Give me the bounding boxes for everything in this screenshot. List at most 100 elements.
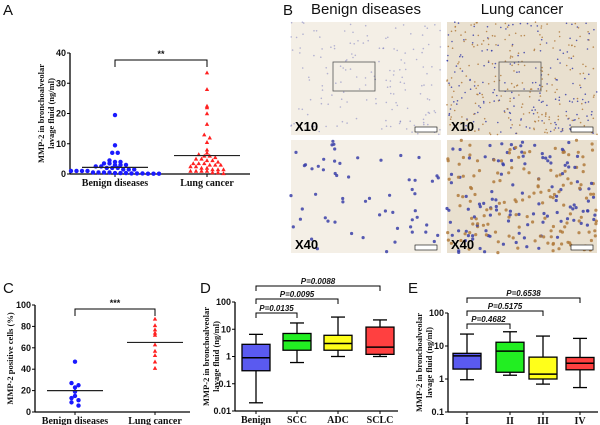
cell-nucleus bbox=[493, 89, 496, 91]
cell-nucleus bbox=[572, 55, 575, 57]
cell-nucleus bbox=[432, 239, 436, 244]
cell-nucleus bbox=[547, 188, 551, 193]
cell-nucleus bbox=[539, 95, 542, 97]
cell-nucleus bbox=[518, 94, 520, 96]
cell-nucleus bbox=[564, 93, 567, 96]
cell-nucleus bbox=[478, 105, 480, 107]
cell-nucleus bbox=[569, 181, 573, 185]
x-tick-label: SCLC bbox=[367, 415, 394, 425]
cell-nucleus bbox=[581, 98, 584, 101]
cell-nucleus bbox=[555, 174, 559, 178]
cell-nucleus bbox=[339, 106, 342, 108]
y-axis-label: MMP-2 in bronchoalveolarlavage fluid (ng… bbox=[201, 307, 221, 406]
cell-nucleus bbox=[488, 143, 492, 148]
cell-nucleus bbox=[576, 97, 579, 100]
cell-nucleus bbox=[465, 75, 468, 77]
cell-nucleus bbox=[351, 53, 353, 55]
cell-nucleus bbox=[393, 70, 395, 72]
data-point-lung-cancer bbox=[204, 70, 210, 75]
cell-nucleus bbox=[473, 85, 476, 87]
data-point-benign bbox=[118, 170, 123, 176]
cell-nucleus bbox=[576, 26, 579, 28]
magnification-label: X40 bbox=[295, 237, 318, 252]
panel-label-b: B bbox=[283, 2, 293, 19]
cell-nucleus bbox=[511, 236, 515, 240]
cell-nucleus bbox=[531, 82, 534, 84]
cell-nucleus bbox=[468, 199, 472, 203]
cell-nucleus bbox=[593, 234, 597, 238]
cell-nucleus bbox=[575, 154, 580, 158]
cell-nucleus bbox=[463, 39, 465, 41]
data-point-benign bbox=[126, 167, 131, 172]
cell-nucleus bbox=[352, 56, 354, 59]
cell-nucleus bbox=[499, 172, 503, 176]
cell-nucleus bbox=[410, 218, 414, 222]
cell-nucleus bbox=[540, 101, 543, 103]
cell-nucleus bbox=[450, 116, 453, 118]
cell-nucleus bbox=[464, 31, 467, 33]
data-point-benign bbox=[140, 171, 145, 176]
cell-nucleus bbox=[552, 47, 554, 49]
micrograph-panel: X10 X10 X40 X40 bbox=[289, 21, 598, 255]
cell-nucleus bbox=[528, 150, 532, 154]
panel-label-e: E bbox=[408, 280, 418, 297]
cell-nucleus bbox=[447, 45, 450, 48]
cell-nucleus bbox=[509, 100, 511, 102]
cell-nucleus bbox=[302, 22, 305, 24]
cell-nucleus bbox=[393, 48, 395, 50]
micrograph-benign-x40: X40 bbox=[289, 139, 441, 254]
cell-nucleus bbox=[413, 178, 417, 182]
cell-nucleus bbox=[446, 59, 449, 62]
data-point-benign bbox=[112, 162, 118, 168]
cell-nucleus bbox=[557, 127, 560, 129]
cell-nucleus bbox=[460, 81, 463, 84]
cell-nucleus bbox=[400, 59, 403, 61]
cell-nucleus bbox=[488, 132, 491, 134]
cell-nucleus bbox=[548, 195, 553, 199]
cell-nucleus bbox=[415, 58, 418, 61]
micrograph-benign-x10: X10 bbox=[290, 21, 442, 136]
cell-nucleus bbox=[552, 192, 557, 197]
cell-nucleus bbox=[449, 241, 453, 245]
significance-label: ** bbox=[157, 49, 165, 59]
cell-nucleus bbox=[557, 118, 560, 121]
cell-nucleus bbox=[509, 158, 514, 163]
cell-nucleus bbox=[572, 203, 576, 207]
cell-nucleus bbox=[401, 76, 404, 79]
cell-nucleus bbox=[431, 66, 433, 68]
cell-nucleus bbox=[588, 32, 590, 35]
cell-nucleus bbox=[396, 104, 399, 107]
cell-nucleus bbox=[514, 32, 517, 35]
cell-nucleus bbox=[450, 86, 453, 88]
cell-nucleus bbox=[493, 80, 496, 83]
cell-nucleus bbox=[541, 156, 545, 160]
cell-nucleus bbox=[385, 250, 389, 254]
cell-nucleus bbox=[362, 42, 365, 44]
data-point-benign bbox=[76, 398, 81, 403]
cell-nucleus bbox=[471, 222, 475, 226]
cell-nucleus bbox=[541, 85, 544, 88]
cell-nucleus bbox=[461, 97, 463, 99]
cell-nucleus bbox=[426, 98, 429, 100]
cell-nucleus bbox=[448, 82, 450, 84]
cell-nucleus bbox=[581, 209, 585, 213]
cell-nucleus bbox=[593, 94, 595, 97]
cell-nucleus bbox=[565, 22, 568, 25]
cell-nucleus bbox=[465, 124, 467, 127]
cell-nucleus bbox=[572, 82, 574, 85]
comparison-bracket bbox=[255, 312, 298, 318]
y-tick-label: 0.01 bbox=[213, 406, 231, 416]
cell-nucleus bbox=[588, 73, 590, 76]
cell-nucleus bbox=[509, 49, 511, 52]
cell-nucleus bbox=[456, 193, 460, 198]
cell-nucleus bbox=[464, 91, 466, 94]
cell-nucleus bbox=[487, 83, 490, 85]
cell-nucleus bbox=[534, 21, 537, 24]
cell-nucleus bbox=[519, 144, 523, 148]
cell-nucleus bbox=[466, 119, 469, 121]
cell-nucleus bbox=[562, 52, 565, 55]
cell-nucleus bbox=[509, 143, 513, 147]
cell-nucleus bbox=[358, 88, 361, 90]
